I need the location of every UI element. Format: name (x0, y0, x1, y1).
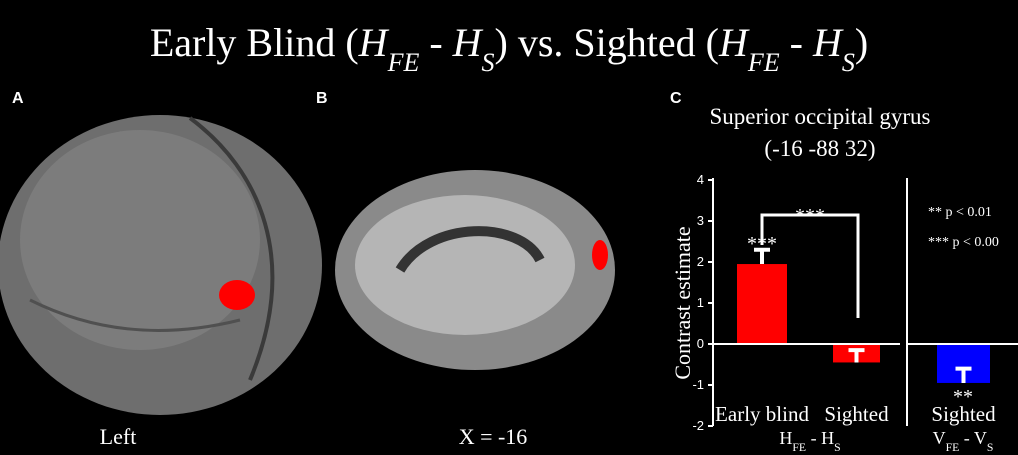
x-tick-label: Sighted (824, 402, 889, 426)
y-tick-label: 4 (697, 172, 704, 187)
chart-subtitle: (-16 -88 32) (764, 136, 875, 161)
y-tick-label: -2 (692, 418, 704, 433)
text-part: FE (946, 441, 960, 454)
text-part: S (834, 441, 841, 454)
legend-note: ** p < 0.01 (928, 205, 992, 220)
brain-sagittal (335, 170, 615, 370)
text-part: Early Blind ( (150, 20, 359, 65)
text-part: V (933, 428, 946, 448)
figure: Early Blind (HFE - HS) vs. Sighted (HFE … (0, 0, 1018, 455)
text-part: H (452, 20, 484, 65)
x-tick-label: Early blind (715, 402, 809, 426)
panel-label: A (12, 90, 24, 107)
text-part: H (779, 428, 792, 448)
text-part: FE (747, 48, 780, 77)
text-part: H (821, 428, 834, 448)
y-tick-label: 0 (697, 336, 704, 351)
panel-label: C (670, 90, 682, 107)
bar (737, 264, 787, 344)
y-tick-label: 2 (697, 254, 704, 269)
chart-title: Superior occipital gyrus (709, 104, 930, 129)
text-part: - (780, 20, 813, 65)
panel-label: B (316, 90, 328, 107)
y-axis-label: Contrast estimate (670, 226, 695, 379)
text-part: V (974, 428, 987, 448)
panel-caption: X = -16 (459, 424, 528, 449)
text-part: S (482, 48, 495, 77)
panel-caption: Left (100, 424, 137, 449)
text-part: FE (792, 441, 806, 454)
legend-note: *** p < 0.00 (928, 235, 999, 250)
annotation: ** (953, 386, 973, 408)
annotation: *** (795, 205, 825, 227)
text-part: H (358, 20, 390, 65)
y-tick-label: 1 (697, 295, 704, 310)
text-part: H (718, 20, 750, 65)
y-tick-label: 3 (697, 213, 704, 228)
text-part: H (812, 20, 844, 65)
text-part: - (806, 428, 821, 448)
text-part: S (987, 441, 994, 454)
annotation: *** (747, 233, 777, 255)
text-part: ) vs. Sighted ( (495, 20, 719, 65)
text-part: ) (855, 20, 868, 65)
text-part: - (959, 428, 974, 448)
brain-lateral (0, 115, 322, 415)
text-part: S (842, 48, 855, 77)
text-part: FE (387, 48, 420, 77)
text-part: - (419, 20, 452, 65)
